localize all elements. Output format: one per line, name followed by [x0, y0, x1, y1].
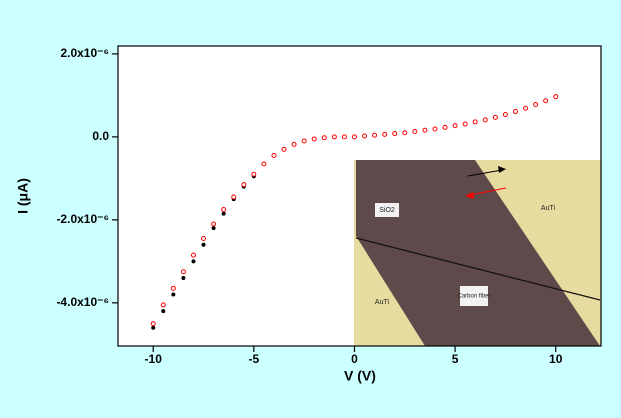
data-point [382, 131, 388, 137]
inset-label: AuTi [541, 205, 556, 212]
reverse-arrow [469, 187, 507, 196]
data-point [251, 171, 257, 177]
data-point [170, 285, 176, 291]
data-point [321, 135, 327, 141]
data-point [161, 309, 166, 314]
data-point [150, 321, 156, 327]
data-point [462, 121, 468, 127]
data-point [291, 141, 297, 147]
data-point [392, 131, 398, 137]
data-point [351, 134, 357, 140]
data-point [372, 132, 378, 138]
data-point [492, 114, 498, 120]
data-point [543, 98, 549, 104]
data-point [523, 105, 529, 111]
y-tick-label: 0.0 [92, 129, 109, 143]
data-point [402, 130, 408, 136]
data-point [412, 128, 418, 134]
data-point [211, 226, 216, 231]
inset-label: AuTi [375, 299, 390, 306]
data-point [331, 134, 337, 140]
data-point [422, 127, 428, 133]
arrow-head [465, 192, 474, 199]
data-point [281, 146, 287, 152]
y-tick-label: 2.0x10⁻⁶ [60, 46, 109, 60]
data-point [311, 136, 317, 142]
data-point [432, 126, 438, 132]
data-point [171, 292, 176, 297]
label-box [460, 286, 488, 306]
y-axis-label: I (μA) [15, 178, 31, 214]
inset-photo: SiO2 AuTi AuTi Carbon fiber [354, 160, 601, 346]
data-point [211, 221, 217, 227]
data-point [482, 117, 488, 123]
data-point [180, 269, 186, 275]
data-point [201, 242, 206, 247]
data-point [362, 133, 368, 139]
arrow-head [498, 166, 506, 173]
data-point [512, 109, 518, 115]
data-point [231, 194, 237, 200]
arrows [465, 166, 507, 199]
x-axis-label: V (V) [344, 368, 376, 384]
data-point [261, 161, 267, 167]
y-tick-label: -4.0x10⁻⁶ [56, 295, 109, 309]
carbon-fiber [355, 237, 601, 301]
data-point [151, 325, 156, 330]
data-point [221, 211, 226, 216]
y-tick-label: -2.0x10⁻⁶ [56, 212, 109, 226]
data-point [341, 134, 347, 140]
data-point [472, 119, 478, 125]
data-point [452, 123, 458, 129]
data-point [502, 111, 508, 117]
data-point [201, 236, 207, 242]
label-box [375, 203, 399, 217]
x-tick-label: 10 [549, 352, 563, 366]
data-point [191, 259, 196, 264]
x-tick-label: -5 [249, 352, 260, 366]
plot-frame [117, 45, 602, 347]
data-point [221, 206, 227, 212]
data-point [553, 94, 559, 100]
data-point [241, 182, 247, 188]
data-point [181, 275, 186, 280]
data-point [160, 302, 166, 308]
data-point [190, 252, 196, 258]
x-tick-label: -10 [145, 352, 163, 366]
data-point [271, 153, 277, 159]
data-point [442, 124, 448, 130]
inset-label: SiO2 [379, 207, 395, 214]
x-tick-label: 5 [452, 352, 459, 366]
x-tick-label: 0 [351, 352, 358, 366]
data-point [533, 102, 539, 108]
substrate-band [356, 160, 600, 346]
forward-arrow [467, 169, 503, 177]
data-point [301, 138, 307, 144]
inset-label: Carbon fiber [457, 294, 490, 300]
